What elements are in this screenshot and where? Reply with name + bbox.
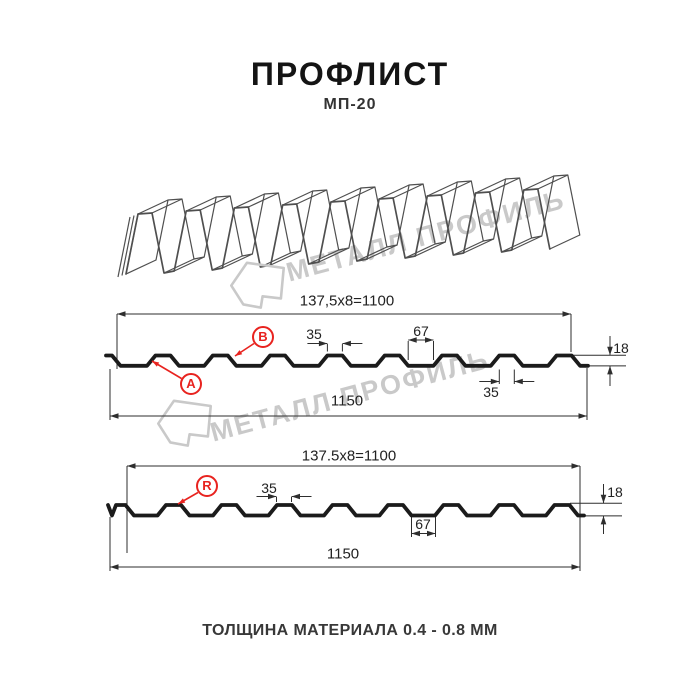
sheet-rib-edge [356,246,388,262]
sheet-rib-edge [163,258,195,274]
dim-arrow [411,530,420,537]
product-model: МП-20 [323,96,377,113]
sheet-rib-edge [282,190,313,206]
sheet-rib-edge [234,193,265,209]
sheet-rib-edge [137,199,169,215]
dim-arrow [490,378,500,385]
dim-arrow [607,365,613,375]
dim-arrow [600,515,607,525]
dim-label-height-1: 18 [613,340,629,356]
sheet-endcap-line [117,216,131,278]
dim-arrow [318,340,328,347]
dim-arrow [425,337,434,343]
sheet-rib-edge [415,241,446,257]
callout-b: B [252,326,274,348]
sheet-rib-edge [378,184,410,200]
callout-leader-arrow [152,361,160,367]
dim-label-crest-2: 35 [261,480,277,496]
dim-arrow [127,463,136,469]
dim-arrow [427,530,436,537]
dim-label-total-2: 1150 [326,545,360,563]
dim-label-valley-2: 67 [415,516,431,532]
dim-arrow [117,311,126,317]
sheet-rib-edge [549,234,581,250]
sheet-rib-edge [501,237,532,253]
callout-leader-arrow [178,498,186,504]
watermark-logo-2 [156,399,213,447]
profile-section-2 [106,503,586,518]
dim-arrow [514,378,523,385]
dim-label-crest-1: 35 [306,326,322,342]
callout-a: A [180,373,202,395]
dim-arrow [600,494,607,504]
sheet-rib-edge [185,196,217,212]
watermark-logo-1 [229,261,286,309]
dim-label-crest-bottom-1: 35 [483,384,499,400]
sheet-rib-edge [125,259,157,275]
dim-arrow [571,463,580,469]
sheet-rib-edge [270,250,301,266]
sheet-rib-edge [427,181,458,197]
dim-arrow [571,564,580,570]
dim-arrow [562,311,571,317]
dim-arrow [578,413,587,419]
sheet-rib-edge [453,240,484,256]
sheet-rib-edge [511,235,543,251]
sheet-endcap-line [125,213,139,275]
sheet-rib-edge [318,247,350,263]
sheet-rib-edge [222,253,253,269]
sheet-rib-edge [173,256,205,272]
sheet-rib-edge [404,243,436,259]
callout-r: R [196,475,218,497]
sheet-far-edge [155,174,581,261]
sheet-rib-edge [523,175,555,191]
thickness-note: ТОЛЩИНА МАТЕРИАЛА 0.4 - 0.8 ММ [202,622,498,639]
dim-arrow [607,346,613,356]
dim-label-height-2: 18 [607,484,623,500]
dim-arrow [342,340,351,347]
dim-arrow [268,493,277,500]
dim-label-pitch-2: 137.5x8=1100 [301,447,397,465]
profile-section-1 [104,353,590,368]
dim-arrow [408,337,417,343]
sheet-rib-edge [463,238,494,254]
sheet-rib-edge [330,187,362,203]
dim-label-valley-1: 67 [413,323,429,339]
sheet-rib-edge [211,255,243,271]
dim-label-pitch-1: 137,5x8=1100 [299,292,395,310]
sheet-endcap-line [121,215,135,276]
dim-arrow [110,564,119,570]
dim-arrow [110,413,119,419]
sheet-rib-edge [366,244,398,260]
sheet-rib-edge [308,249,339,265]
sheet-near-edge [125,188,551,275]
dim-arrow [291,493,300,500]
dim-label-total-1: 1150 [330,392,364,410]
sheet-rib-edge [475,178,506,194]
page-title: ПРОФЛИСТ [250,56,450,92]
callout-leader-arrow [235,350,243,356]
